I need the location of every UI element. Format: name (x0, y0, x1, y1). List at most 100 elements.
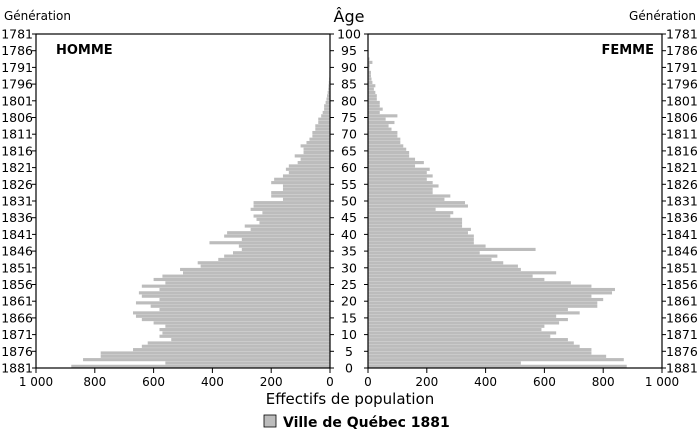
bar-homme-age-84 (328, 84, 330, 88)
bar-homme-age-42 (244, 224, 330, 228)
bar-femme-age-68 (368, 137, 401, 141)
bar-homme-age-54 (282, 184, 330, 188)
bar-femme-age-2 (368, 358, 624, 362)
bar-femme-age-3 (368, 354, 607, 358)
x-tick-label-left: 600 (142, 375, 165, 389)
generation-label-left: 1801 (1, 93, 33, 108)
bar-homme-age-34 (232, 251, 330, 255)
bar-femme-age-50 (368, 197, 445, 201)
bar-femme-age-36 (368, 244, 486, 248)
generation-label-right: 1806 (666, 110, 698, 125)
bar-femme-age-23 (368, 287, 615, 292)
bar-femme-age-70 (368, 130, 398, 135)
bar-homme-age-10 (162, 331, 330, 335)
bar-homme-age-82 (327, 90, 330, 95)
age-tick-label: 30 (341, 260, 357, 275)
age-tick-label: 70 (341, 127, 357, 142)
bar-homme-age-80 (326, 97, 330, 101)
bar-femme-age-41 (368, 227, 471, 231)
bar-homme-age-48 (253, 204, 330, 208)
age-tick-label: 95 (341, 43, 357, 58)
bar-femme-age-88 (368, 70, 371, 74)
bar-homme-age-21 (141, 294, 330, 298)
generation-label-right: 1881 (666, 361, 698, 376)
bar-femme-age-30 (368, 264, 518, 268)
bar-homme-age-46 (262, 211, 330, 215)
bar-homme-age-30 (200, 264, 330, 268)
age-tick-label: 50 (341, 194, 357, 209)
age-tick-label: 45 (341, 210, 357, 225)
bar-femme-age-61 (368, 161, 424, 165)
bar-femme-age-56 (368, 177, 427, 181)
bar-homme-age-81 (327, 94, 330, 98)
plot-frame-left (35, 33, 331, 369)
bar-homme-age-33 (224, 254, 330, 258)
generation-label-right: 1846 (666, 244, 698, 259)
bar-femme-age-52 (368, 191, 433, 195)
bar-femme-age-33 (368, 254, 498, 258)
bar-homme-age-8 (171, 338, 330, 342)
bar-femme-age-26 (368, 277, 545, 282)
bar-femme-age-48 (368, 204, 468, 208)
bar-homme-age-57 (282, 174, 330, 178)
generation-label-left: 1811 (1, 127, 33, 142)
age-tick-label: 15 (341, 310, 357, 325)
x-tick-label-left: 400 (201, 375, 224, 389)
age-tick-label: 20 (341, 294, 357, 309)
bar-homme-age-2 (83, 358, 330, 362)
bar-homme-age-36 (238, 244, 330, 248)
bars-femme (368, 57, 627, 368)
bar-homme-age-12 (165, 324, 330, 328)
generation-label-right: 1871 (666, 327, 698, 342)
x-tick-label-right: 400 (474, 375, 497, 389)
bar-homme-age-55 (271, 181, 330, 185)
bar-femme-age-64 (368, 151, 410, 155)
bar-femme-age-91 (368, 60, 373, 64)
age-tick-label: 75 (341, 110, 357, 125)
bar-femme-age-67 (368, 140, 401, 145)
bar-homme-age-45 (253, 214, 330, 218)
bar-femme-age-86 (368, 77, 372, 81)
bar-homme-age-40 (227, 231, 330, 235)
x-tick-label-left: 1 000 (19, 375, 53, 389)
bar-femme-age-74 (368, 117, 386, 121)
bar-femme-age-92 (368, 57, 370, 61)
bar-homme-age-28 (183, 271, 330, 275)
bar-homme-age-22 (138, 291, 330, 295)
generation-label-right: 1791 (666, 60, 698, 75)
bar-femme-age-43 (368, 221, 463, 225)
generation-label-right: 1801 (666, 93, 698, 108)
bar-homme-age-20 (159, 297, 330, 302)
bar-femme-age-47 (368, 207, 436, 211)
bar-homme-age-78 (324, 104, 330, 108)
axis-ticks (32, 33, 666, 373)
bar-femme-age-75 (368, 114, 398, 118)
bar-homme-age-1 (165, 361, 330, 365)
age-tick-label: 35 (341, 244, 357, 259)
generation-label-left: 1876 (1, 344, 33, 359)
bar-homme-age-47 (250, 207, 330, 211)
bar-femme-age-42 (368, 224, 463, 228)
bar-femme-age-5 (368, 348, 592, 352)
bar-femme-age-57 (368, 174, 433, 178)
generation-label-left: 1836 (1, 210, 33, 225)
generation-label-right: 1831 (666, 194, 698, 209)
bar-femme-age-25 (368, 281, 571, 285)
bar-femme-age-83 (368, 87, 374, 91)
bar-femme-age-31 (368, 261, 504, 265)
bar-femme-age-16 (368, 311, 580, 315)
bar-homme-age-44 (256, 217, 330, 221)
bar-femme-age-87 (368, 74, 371, 78)
bar-femme-age-51 (368, 194, 451, 198)
bar-homme-age-51 (271, 194, 330, 198)
bar-femme-age-81 (368, 94, 377, 98)
generation-label-right: 1841 (666, 227, 698, 242)
bar-femme-age-18 (368, 304, 598, 308)
bar-femme-age-6 (368, 344, 580, 348)
bar-femme-age-35 (368, 247, 536, 251)
x-axis-title: Effectifs de population (266, 390, 435, 408)
bar-homme-age-39 (224, 234, 330, 238)
bar-homme-age-62 (300, 157, 330, 161)
bar-homme-age-14 (141, 318, 330, 322)
